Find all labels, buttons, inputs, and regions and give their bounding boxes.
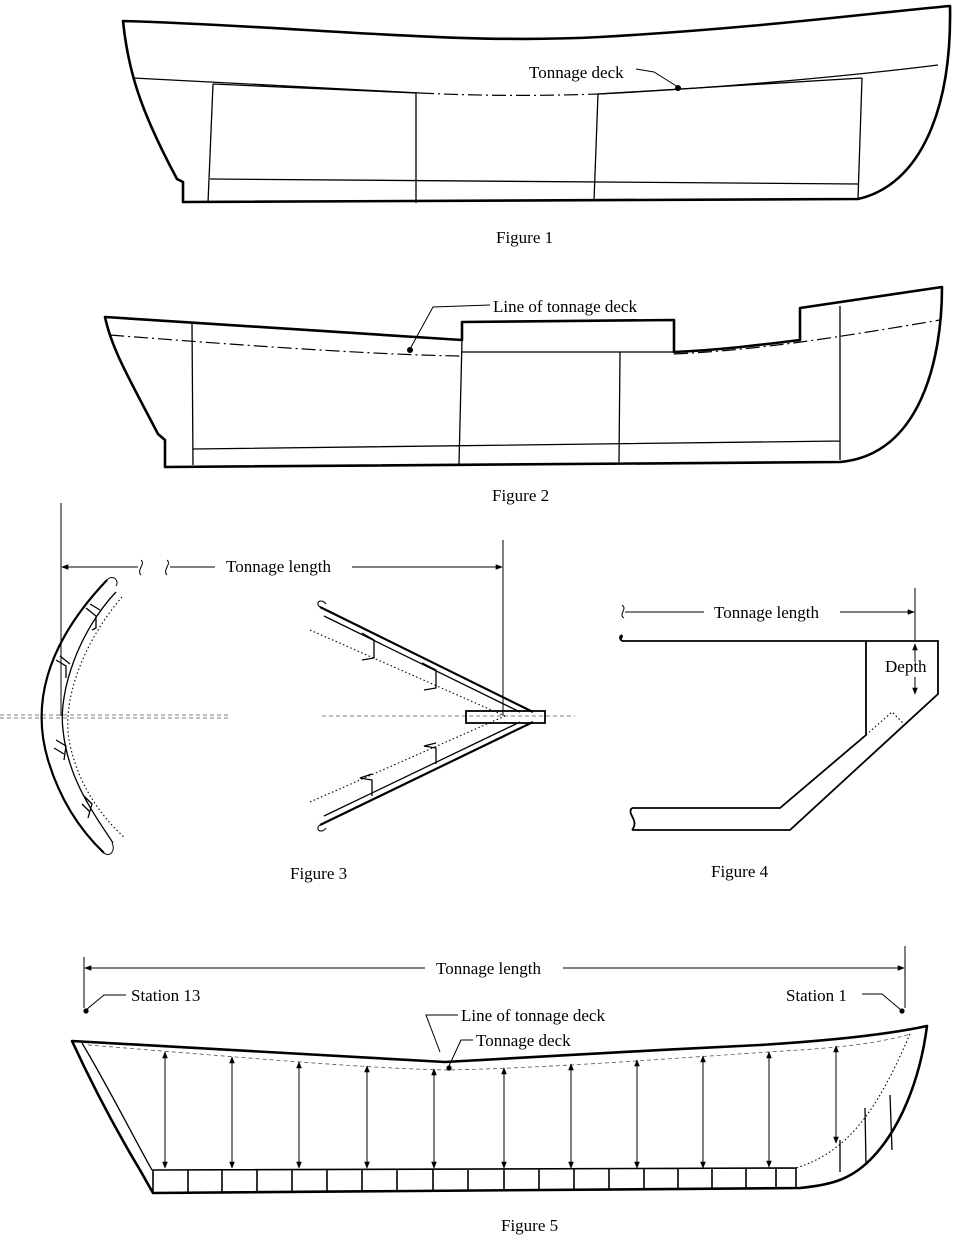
figure-1-bulkheads bbox=[207, 77, 863, 204]
figure-4-hull-section bbox=[619, 634, 939, 831]
figure-3-curved-stern bbox=[40, 579, 108, 854]
figure-2: Line of tonnage deck Figure 2 bbox=[103, 285, 944, 505]
figure-5-bow-frame bbox=[795, 1033, 911, 1169]
figure-5-label-station-13: Station 13 bbox=[131, 986, 200, 1005]
figure-1: Tonnage deck Figure 1 bbox=[121, 4, 952, 247]
figure-1-leader bbox=[635, 68, 679, 88]
figure-1-hull bbox=[121, 4, 952, 204]
figure-4-caption: Figure 4 bbox=[711, 862, 769, 881]
figure-3-stem-bar bbox=[465, 710, 546, 724]
figure-5-depth-arrows bbox=[162, 1045, 839, 1169]
figure-4-break-mark-top bbox=[621, 604, 625, 619]
figure-5-label-line-of-tonnage-deck: Line of tonnage deck bbox=[461, 1006, 605, 1025]
figure-5-label-station-1: Station 1 bbox=[786, 986, 847, 1005]
figure-2-label-line-of-tonnage-deck: Line of tonnage deck bbox=[493, 297, 637, 316]
figure-2-caption: Figure 2 bbox=[492, 486, 549, 505]
figure-1-leader-dot bbox=[675, 85, 681, 91]
figure-3-break-mark bbox=[139, 559, 169, 576]
figure-5-station-13-leader bbox=[85, 994, 126, 1011]
figure-5-line-of-tonnage-deck bbox=[87, 1033, 911, 1071]
figure-2-leader bbox=[409, 304, 491, 350]
figure-3-centerline-left bbox=[0, 714, 230, 719]
figure-5-line-of-tonnage-deck-leader bbox=[425, 1014, 458, 1053]
figure-5-station-1-leader bbox=[862, 993, 902, 1011]
figure-3: Tonnage length Figure 3 bbox=[0, 503, 575, 883]
figure-5-keel bbox=[152, 1167, 797, 1194]
figure-1-tonnage-deck-line bbox=[419, 92, 599, 96]
figure-3-bow-outer bbox=[319, 606, 534, 826]
figure-5-label-tonnage-length: Tonnage length bbox=[436, 959, 542, 978]
figure-5-tonnage-deck-leader bbox=[448, 1039, 473, 1067]
figure-3-frames-right bbox=[359, 632, 437, 796]
figure-5-hull bbox=[70, 1024, 929, 1195]
figure-1-caption: Figure 1 bbox=[496, 228, 553, 247]
figure-4-label-tonnage-length: Tonnage length bbox=[714, 603, 820, 622]
figure-1-label-tonnage-deck: Tonnage deck bbox=[529, 63, 624, 82]
figure-3-caption: Figure 3 bbox=[290, 864, 347, 883]
figure-2-hull bbox=[103, 285, 944, 469]
figure-2-bulkheads bbox=[191, 306, 841, 466]
figure-3-frames-left bbox=[53, 603, 101, 819]
figure-2-line-of-tonnage-deck bbox=[109, 319, 941, 357]
figure-2-leader-dot bbox=[407, 347, 413, 353]
figure-5-caption: Figure 5 bbox=[501, 1216, 558, 1235]
figure-3-label-tonnage-length: Tonnage length bbox=[226, 557, 332, 576]
figure-5: Tonnage length Station 13 Station 1 bbox=[70, 946, 929, 1235]
figure-5-label-tonnage-deck: Tonnage deck bbox=[476, 1031, 571, 1050]
figure-4: Tonnage length Depth Figure 4 bbox=[619, 588, 939, 881]
figure-4-label-depth: Depth bbox=[885, 657, 927, 676]
